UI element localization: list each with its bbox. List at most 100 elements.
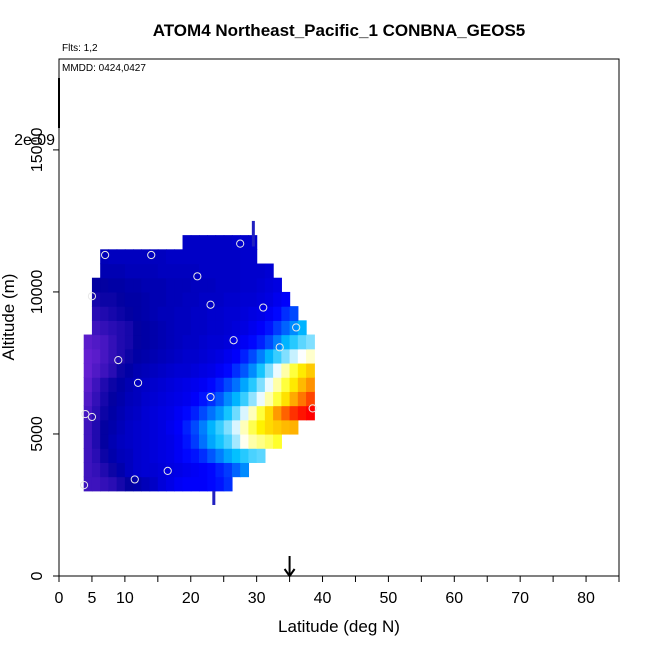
heatmap-cell: [240, 362, 250, 378]
heatmap-cell: [116, 249, 126, 265]
heatmap-cell: [231, 462, 241, 478]
observation-marker: [193, 272, 202, 281]
heatmap-cell: [157, 391, 167, 407]
heatmap-cell: [166, 405, 175, 421]
heatmap-cell: [289, 362, 299, 378]
heatmap-cell: [149, 405, 159, 421]
heatmap-cell: [83, 391, 93, 407]
heatmap-cell: [231, 377, 241, 392]
heatmap-cell: [281, 377, 291, 392]
heatmap-cell: [124, 391, 134, 407]
heatmap-cell: [116, 476, 126, 492]
heatmap-cell: [264, 348, 274, 364]
heatmap-cell: [116, 277, 126, 293]
heatmap-cell: [157, 320, 167, 336]
heatmap-cell: [199, 448, 208, 463]
heatmap-cell: [182, 405, 192, 421]
heatmap-cell: [190, 448, 200, 463]
heatmap-cell: [149, 476, 159, 492]
heatmap-cell: [190, 362, 200, 378]
dates-label: MMDD: 0424,0427: [62, 63, 146, 74]
heatmap-cell: [223, 448, 233, 463]
heatmap-cell: [149, 306, 159, 321]
heatmap-cell: [83, 419, 93, 435]
heatmap-cell: [133, 306, 142, 321]
heatmap-cell: [215, 277, 225, 293]
heatmap-cell: [248, 377, 258, 392]
heatmap-cell: [297, 334, 307, 350]
observation-marker: [206, 392, 215, 402]
heatmap-cell: [91, 348, 101, 364]
heatmap-cell: [248, 391, 258, 407]
heatmap-cell: [223, 476, 233, 492]
heatmap-cell: [157, 291, 167, 307]
heatmap-cell: [207, 334, 217, 350]
heatmap-cell: [141, 334, 151, 350]
heatmap-cell: [141, 419, 151, 435]
heatmap-cell: [190, 476, 200, 492]
heatmap-cell: [141, 291, 151, 307]
heatmap-cell: [190, 334, 200, 350]
heatmap-cell: [91, 476, 101, 492]
heatmap-cell: [91, 391, 101, 407]
heatmap-cell: [264, 391, 274, 407]
heatmap-cell: [248, 334, 258, 350]
heatmap-cell: [174, 391, 184, 407]
heatmap-cell: [297, 391, 307, 407]
heatmap-cell: [215, 263, 225, 279]
heatmap-cell: [207, 235, 217, 250]
heatmap-cell: [281, 320, 291, 336]
heatmap-cell: [149, 277, 159, 293]
heatmap-cell: [149, 263, 159, 279]
heatmap-cell: [124, 263, 134, 279]
heatmap-cell: [174, 277, 184, 293]
heatmap-cell: [166, 348, 175, 364]
heatmap-cell: [264, 419, 274, 435]
data-spikes: [212, 220, 255, 505]
observation-marker: [163, 466, 172, 475]
heatmap-cell: [273, 419, 282, 435]
heatmap-cell: [248, 405, 258, 421]
heatmap-cell: [157, 334, 167, 350]
heatmap-cell: [231, 263, 241, 279]
heatmap-cell: [273, 291, 282, 307]
heatmap-cell: [141, 348, 151, 364]
heatmap-cell: [174, 377, 184, 392]
heatmap-cell: [215, 391, 225, 407]
heatmap-cell: [166, 462, 175, 478]
heatmap-cell: [100, 348, 110, 364]
heatmap-cell: [157, 377, 167, 392]
heatmap-cell: [273, 405, 282, 421]
heatmap-cell: [264, 320, 274, 336]
heatmap-cell: [199, 391, 208, 407]
heatmap-cell: [215, 476, 225, 492]
heatmap-cell: [190, 462, 200, 478]
heatmap-cell: [223, 277, 233, 293]
heatmap-cell: [83, 362, 93, 378]
heatmap-cell: [215, 348, 225, 364]
heatmap-cell: [100, 362, 110, 378]
heatmap-cell: [240, 348, 250, 364]
heatmap-cell: [100, 249, 110, 265]
heatmap-cell: [91, 306, 101, 321]
heatmap-cell: [256, 391, 266, 407]
heatmap-cell: [100, 448, 110, 463]
data-spike: [212, 490, 216, 505]
observation-marker: [206, 300, 215, 309]
heatmap-cell: [157, 263, 167, 279]
heatmap-cell: [306, 348, 315, 364]
heatmap-cell: [223, 362, 233, 378]
heatmap-cell: [83, 334, 93, 350]
heatmap-cell: [199, 263, 208, 279]
heatmap-cell: [256, 348, 266, 364]
heatmap-cell: [83, 476, 93, 492]
heatmap-cell: [182, 419, 192, 435]
heatmap-cell: [116, 348, 126, 364]
heatmap-cell: [223, 249, 233, 265]
heatmap-cell: [289, 348, 299, 364]
heatmap-cell: [174, 306, 184, 321]
observation-marker: [79, 481, 89, 490]
heatmap-cell: [281, 348, 291, 364]
x-tick-label: 10: [116, 590, 134, 607]
heatmap-cell: [256, 263, 266, 279]
